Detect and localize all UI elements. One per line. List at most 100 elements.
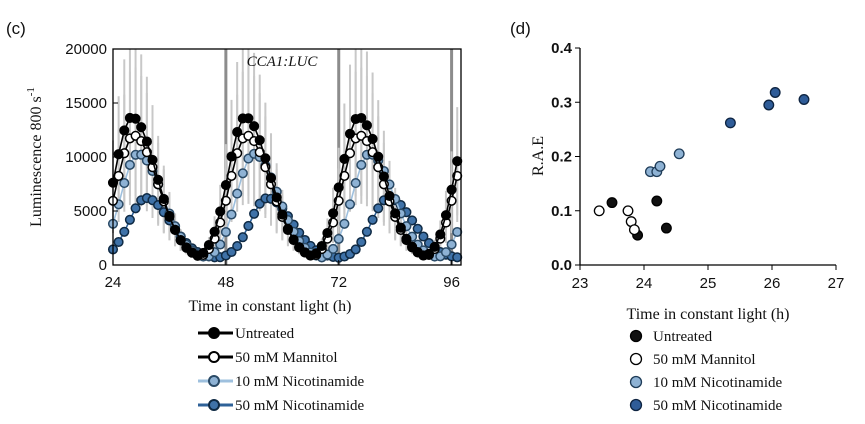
data-point (452, 156, 463, 167)
panel-c: (c) CCA1:LUC 0 5000 10000 15000 20000 24 48 72… (6, 19, 463, 414)
x-tick-label: 96 (443, 274, 460, 291)
data-point (401, 233, 412, 244)
data-point (350, 178, 361, 189)
panel-d-y-axis-label: R.A.E (530, 136, 547, 176)
data-point (113, 149, 124, 160)
data-point (237, 168, 248, 179)
data-point (124, 159, 135, 170)
data-point (147, 154, 158, 165)
data-point (356, 112, 367, 124)
data-point (226, 151, 237, 162)
data-point (226, 246, 237, 258)
data-point (119, 125, 130, 136)
data-point (446, 184, 457, 195)
data-point (373, 151, 384, 162)
data-point (237, 232, 248, 243)
data-point (361, 226, 372, 237)
panel-c-legend: Untreated 50 mM Mannitol 10 mM Nicotinamid… (198, 326, 364, 414)
panel-d-axes (579, 48, 836, 266)
data-point (452, 252, 463, 263)
data-point (339, 170, 350, 181)
legend-label: 50 mM Mannitol (653, 352, 756, 368)
y-tick-label: 20000 (65, 41, 107, 58)
y-tick-label: 15000 (65, 95, 107, 112)
data-point (153, 174, 164, 185)
data-point (220, 226, 231, 238)
data-point (361, 120, 372, 131)
legend-label: 50 mM Nicotinamide (235, 398, 364, 414)
data-point (288, 234, 299, 245)
data-point (356, 159, 367, 170)
x-tick-label: 27 (828, 275, 845, 292)
data-point (384, 190, 395, 201)
legend-swatch-marker (208, 351, 220, 363)
scatter-point (654, 160, 666, 172)
data-point (328, 243, 339, 254)
data-point (119, 178, 130, 189)
x-tick-label: 24 (636, 275, 653, 292)
y-tick-label: 0.4 (551, 40, 573, 57)
data-point (265, 173, 277, 184)
data-point (339, 153, 350, 164)
data-point (333, 233, 344, 244)
data-point (243, 113, 254, 124)
scatter-point (769, 87, 781, 98)
data-point (226, 209, 237, 220)
legend-swatch-marker (629, 352, 643, 366)
data-point (277, 209, 288, 220)
y-tick-label: 0.2 (551, 149, 572, 166)
data-point (344, 128, 356, 139)
scatter-point (724, 117, 736, 129)
data-point (141, 136, 152, 147)
legend-swatch-marker (208, 327, 220, 339)
data-point (113, 236, 124, 248)
data-point (158, 193, 169, 205)
legend-label: 50 mM Mannitol (235, 350, 338, 366)
data-point (407, 215, 418, 226)
data-point (209, 226, 220, 237)
x-tick-label: 26 (764, 275, 781, 292)
scatter-point (763, 99, 775, 111)
data-point (254, 135, 265, 146)
x-tick-label: 48 (218, 274, 235, 291)
panel-c-y-axis: 0 5000 10000 15000 20000 (65, 41, 118, 274)
legend-swatch-marker (629, 375, 643, 389)
panel-c-x-axis-label: Time in constant light (h) (189, 298, 352, 315)
y-tick-label: 5000 (74, 203, 107, 220)
data-point (249, 208, 260, 219)
data-point (282, 223, 293, 234)
panel-c-x-axis: 24 48 72 96 (105, 260, 460, 291)
scatter-point (660, 222, 672, 234)
data-point (232, 188, 243, 199)
x-tick-label: 24 (105, 274, 122, 291)
y-tick-label: 0.1 (551, 203, 572, 220)
panel-d-label: (d) (510, 19, 531, 38)
scatter-point (593, 205, 605, 217)
data-point (350, 244, 361, 255)
data-point (316, 240, 327, 252)
y-tick-label: 10000 (65, 149, 107, 166)
scatter-point (651, 195, 663, 207)
panel-d-y-axis: 0.0 0.1 0.2 0.3 0.4 (551, 40, 580, 274)
data-point (367, 214, 378, 225)
data-point (170, 224, 181, 235)
data-point (452, 226, 463, 238)
x-tick-label: 25 (700, 275, 717, 292)
legend-label: 10 mM Nicotinamide (653, 375, 782, 391)
panel-c-plot-area (107, 49, 463, 265)
data-point (423, 248, 435, 259)
data-point (333, 182, 344, 193)
panel-d-x-axis: 23 24 25 26 27 (572, 265, 845, 292)
data-point (232, 127, 243, 138)
data-point (164, 210, 175, 221)
data-point (412, 223, 423, 234)
scatter-point (798, 94, 810, 105)
y-tick-label: 0 (99, 257, 107, 274)
scatter-point (622, 205, 634, 217)
data-point (418, 231, 429, 242)
data-point (440, 247, 452, 258)
panel-c-y-axis-label: Luminescence 800 s-1 (25, 87, 45, 227)
data-point (119, 226, 130, 237)
y-tick-label: 0.3 (551, 94, 572, 111)
